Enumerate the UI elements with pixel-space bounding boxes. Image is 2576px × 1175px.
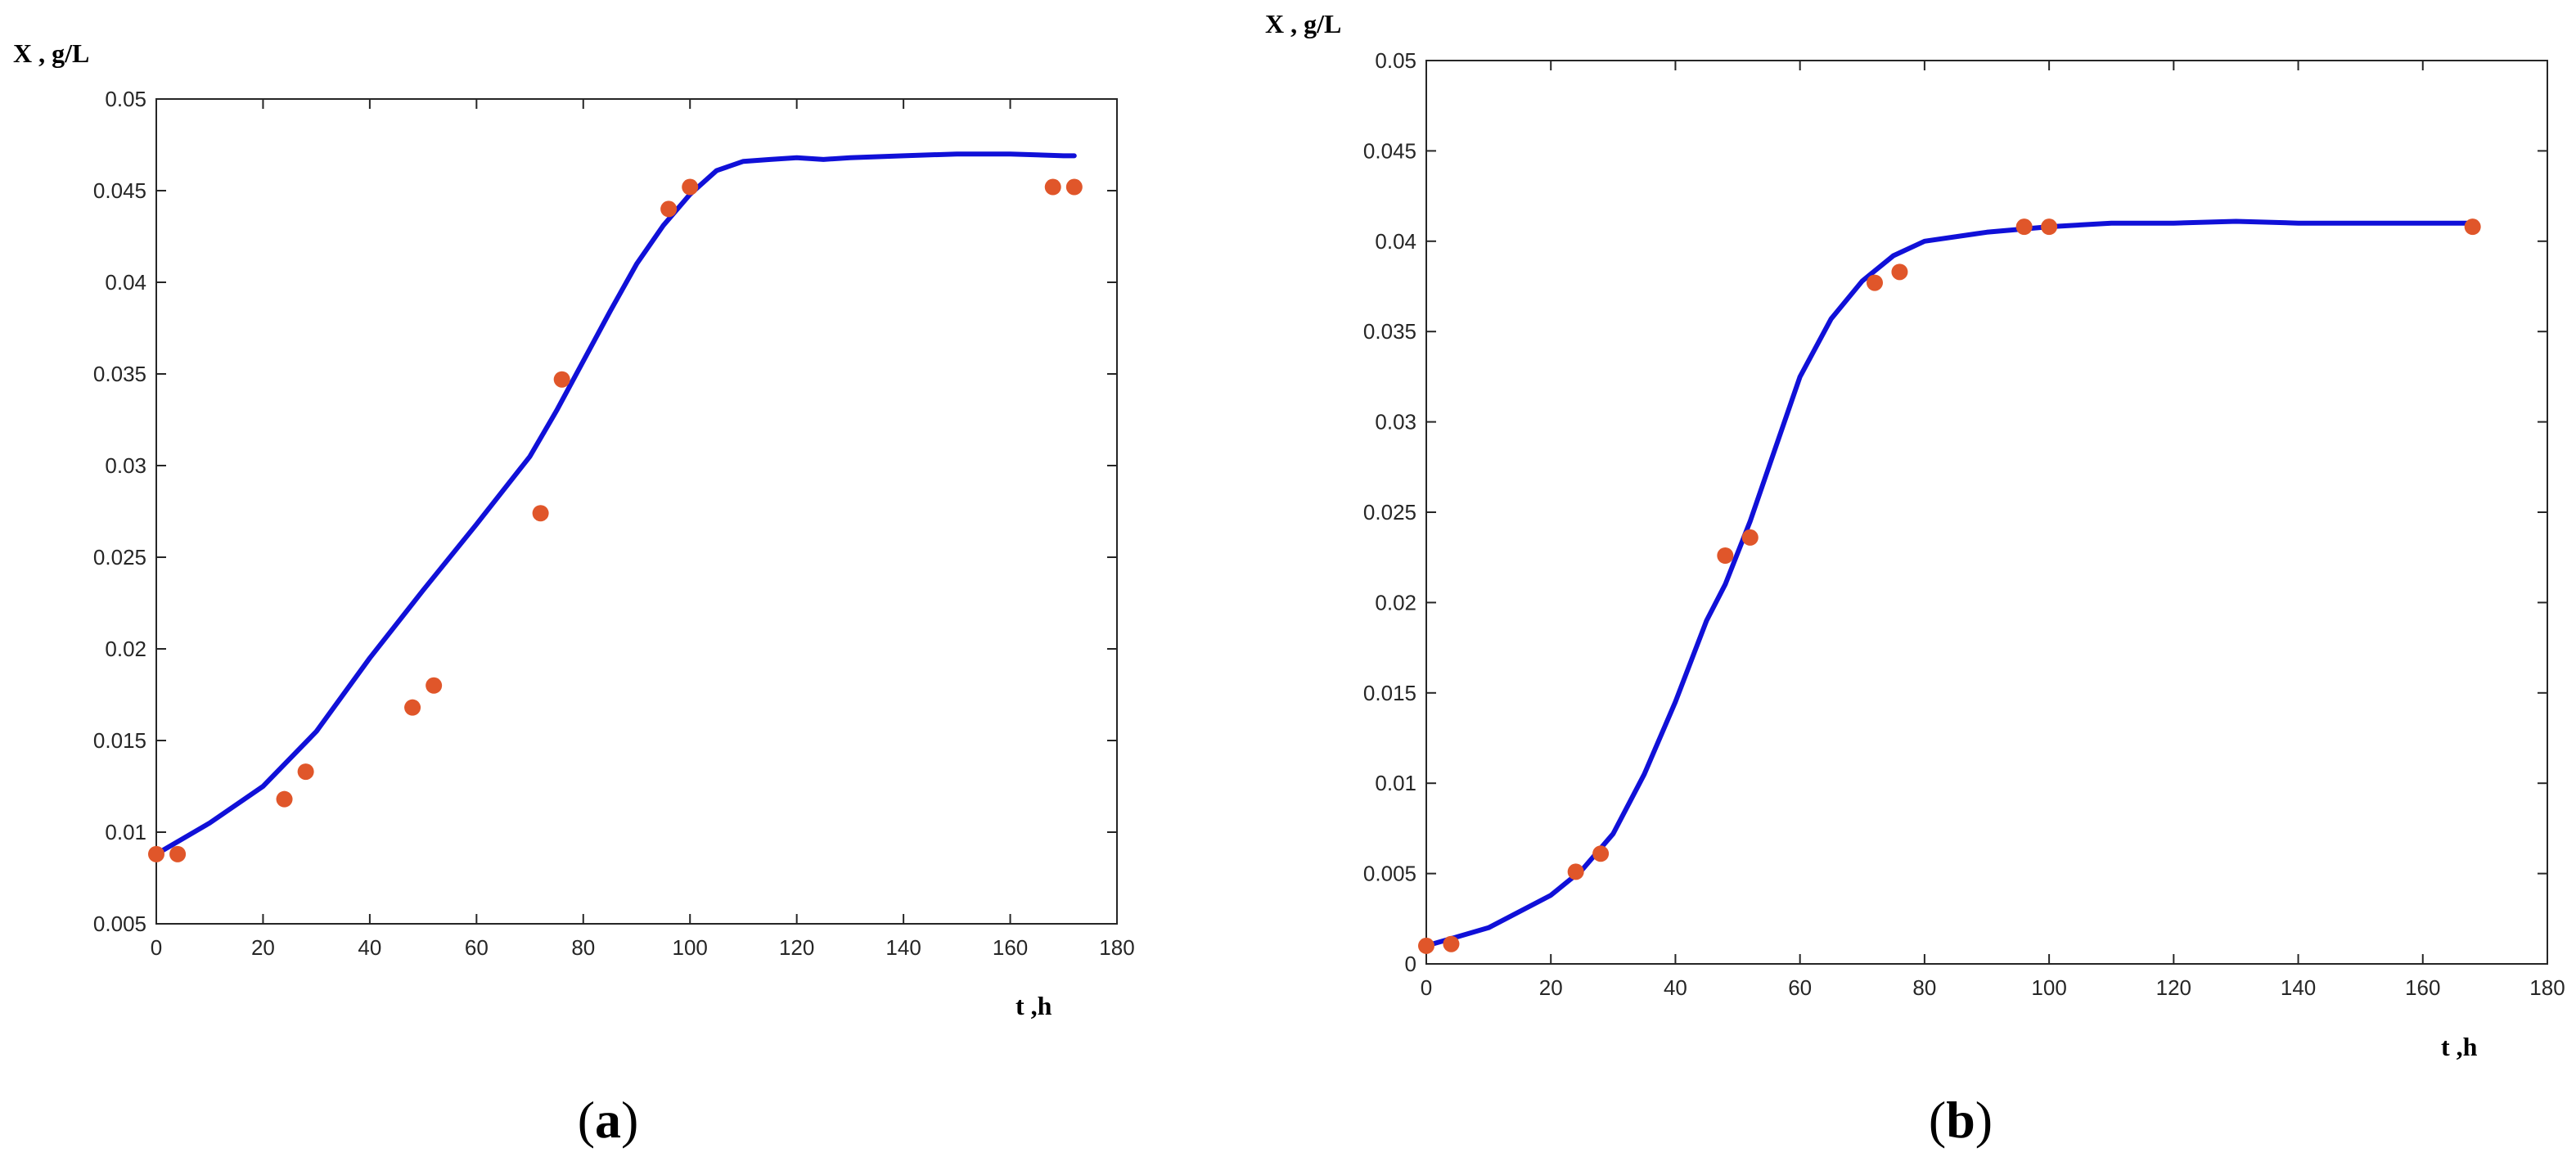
data-point [1717, 547, 1734, 564]
x-axis-title-a: t ,h [1016, 991, 1052, 1020]
data-point [426, 677, 443, 694]
y-tick-label: 0.035 [93, 362, 146, 386]
data-point [1867, 274, 1883, 291]
y-tick-label: 0.045 [93, 178, 146, 203]
x-tick-label: 80 [571, 935, 595, 960]
y-tick-label: 0.02 [1375, 590, 1416, 615]
data-point [276, 790, 293, 808]
y-tick-label: 0.02 [105, 637, 146, 661]
data-point [2015, 218, 2033, 236]
plot-frame-b [1425, 60, 2548, 965]
x-tick-label: 40 [1664, 975, 1687, 1000]
y-tick-label: 0.005 [93, 912, 146, 936]
x-axis-a: 0 20 40 60 80 100 120 140 160 180 [151, 99, 1135, 960]
data-point [404, 699, 421, 716]
x-tick-label: 60 [465, 935, 489, 960]
y-tick-label: 0.025 [93, 545, 146, 569]
data-point [169, 845, 187, 862]
data-point [1044, 178, 1061, 196]
y-tick-label: 0.05 [105, 87, 146, 111]
y-tick-label: 0.035 [1363, 319, 1416, 344]
panel-label-b: (b) [1929, 1091, 1993, 1149]
x-tick-label: 80 [1912, 975, 1936, 1000]
y-tick-label: 0.03 [105, 453, 146, 478]
data-point [2041, 218, 2058, 236]
y-tick-label: 0.04 [105, 270, 146, 295]
x-tick-label: 180 [1099, 935, 1134, 960]
y-tick-label: 0.045 [1363, 138, 1416, 163]
data-point [1065, 178, 1083, 196]
y-tick-label: 0.015 [93, 728, 146, 753]
data-point [1741, 529, 1759, 546]
x-tick-label: 140 [2281, 975, 2316, 1000]
x-tick-label: 40 [358, 935, 381, 960]
x-tick-label: 20 [251, 935, 275, 960]
panel-label-a: (a) [578, 1091, 639, 1149]
data-point [1418, 937, 1434, 954]
chart-panel-a: 0.005 0.01 0.015 0.02 0.025 0.03 0.035 0.04 0.04… [13, 38, 1135, 1149]
model-curve-a [154, 151, 1077, 857]
data-point [1891, 263, 1908, 281]
data-point [297, 763, 314, 781]
data-point [553, 371, 570, 388]
plot-frame-a [155, 98, 1118, 925]
x-axis-title-b: t ,h [2441, 1032, 2478, 1061]
data-point [532, 505, 549, 522]
x-tick-label: 0 [151, 935, 162, 960]
data-point [2464, 218, 2481, 236]
x-tick-label: 120 [779, 935, 814, 960]
y-tick-label: 0.025 [1363, 500, 1416, 524]
y-tick-label: 0.05 [1375, 48, 1416, 73]
series-layer-a [148, 151, 1083, 862]
x-tick-label: 0 [1421, 975, 1432, 1000]
y-tick-label: 0 [1405, 952, 1416, 976]
series-layer-b [1418, 218, 2481, 954]
y-tick-label: 0.015 [1363, 681, 1416, 705]
y-axis-b: 0 0.005 0.01 0.015 0.02 0.025 0.03 0.035 0.04 0.0… [1363, 48, 2547, 976]
y-axis-title-b: X , g/L [1265, 9, 1341, 38]
model-curve-b [1424, 218, 2475, 948]
data-point [1567, 863, 1584, 880]
x-tick-label: 20 [1539, 975, 1563, 1000]
x-tick-label: 100 [673, 935, 708, 960]
y-tick-label: 0.01 [1375, 771, 1416, 795]
data-point [660, 200, 678, 218]
chart-panel-b: 0 0.005 0.01 0.015 0.02 0.025 0.03 0.035 0.04 0.0… [1265, 9, 2565, 1149]
x-tick-label: 140 [885, 935, 921, 960]
y-tick-label: 0.03 [1375, 410, 1416, 434]
x-axis-b: 0 20 40 60 80 100 120 140 160 180 [1421, 61, 2565, 1000]
x-tick-label: 160 [993, 935, 1028, 960]
y-axis-a: 0.005 0.01 0.015 0.02 0.025 0.03 0.035 0.04 0.04… [93, 87, 1117, 936]
x-tick-label: 100 [2031, 975, 2066, 1000]
x-tick-label: 180 [2529, 975, 2565, 1000]
x-tick-label: 120 [2156, 975, 2191, 1000]
data-point [148, 845, 164, 862]
y-tick-label: 0.01 [105, 820, 146, 844]
x-tick-label: 160 [2405, 975, 2440, 1000]
y-tick-label: 0.005 [1363, 862, 1416, 886]
data-point [1443, 935, 1460, 952]
data-point [1592, 845, 1610, 862]
y-axis-title-a: X , g/L [13, 38, 89, 68]
y-tick-label: 0.04 [1375, 229, 1416, 254]
x-tick-label: 60 [1788, 975, 1812, 1000]
data-point [682, 178, 699, 196]
